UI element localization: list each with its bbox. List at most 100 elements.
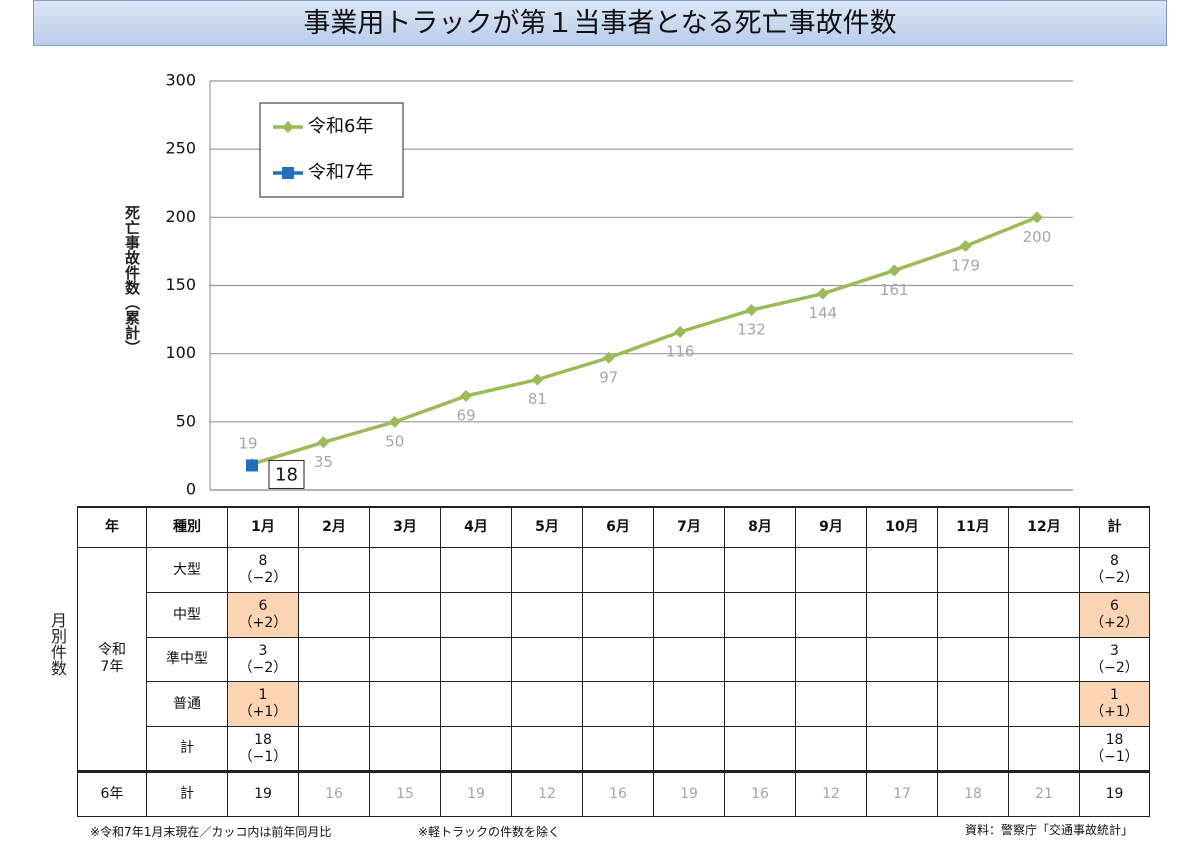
table-cell	[654, 682, 725, 727]
table-cell	[938, 682, 1009, 727]
table-cell	[370, 638, 441, 682]
table-cell	[512, 727, 583, 771]
source: 資料：警察庁「交通事故統計」	[965, 823, 1134, 837]
y-tick-label: 0	[186, 480, 196, 499]
table-cell	[867, 727, 938, 771]
table-cell	[299, 638, 370, 682]
legend-marker	[282, 167, 294, 179]
table-cell: 19	[1080, 771, 1150, 817]
table-cell: 16	[583, 771, 654, 817]
table-cell: 19	[228, 771, 299, 817]
chart: 0 50 100 150 200 250 300 19 35 50 69 81 97 116 132 144 1…	[165, 71, 1073, 499]
table-cell: 12	[796, 771, 867, 817]
table-cell: 6 （+2）	[228, 593, 299, 638]
table-cell	[512, 593, 583, 638]
row-header: 大型	[147, 548, 228, 593]
data-label: 18	[275, 464, 298, 485]
table-cell	[370, 727, 441, 771]
table-cell	[938, 638, 1009, 682]
table-cell	[725, 727, 796, 771]
table-cell	[725, 593, 796, 638]
legend-label: 令和6年	[308, 116, 373, 137]
data-label: 179	[951, 256, 980, 274]
marker	[959, 239, 972, 252]
column-header: 5月	[512, 506, 583, 548]
table-cell: 16	[725, 771, 796, 817]
column-header: 1月	[228, 506, 299, 548]
table-cell	[583, 593, 654, 638]
table-cell	[796, 548, 867, 593]
y-tick-label: 200	[165, 207, 196, 226]
row-header: 計	[147, 727, 228, 771]
column-header: 3月	[370, 506, 441, 548]
table-cell	[938, 548, 1009, 593]
column-header: 4月	[441, 506, 512, 548]
table-cell	[441, 548, 512, 593]
table-cell: 21	[1009, 771, 1080, 817]
table-cell	[512, 638, 583, 682]
table-cell	[1009, 682, 1080, 727]
table-cell	[1009, 548, 1080, 593]
table-cell: 18 （−1）	[1080, 727, 1150, 771]
column-header: 7月	[654, 506, 725, 548]
row-header: 準中型	[147, 638, 228, 682]
legend-marker	[282, 121, 294, 133]
column-header: 9月	[796, 506, 867, 548]
table-cell	[796, 593, 867, 638]
table-cell	[1009, 638, 1080, 682]
table-cell: 3 （−2）	[1080, 638, 1150, 682]
table-cell	[441, 682, 512, 727]
data-label: 161	[880, 281, 909, 299]
table-cell	[583, 548, 654, 593]
marker	[602, 351, 615, 364]
table-cell	[441, 593, 512, 638]
column-header: 6月	[583, 506, 654, 548]
data-label: 132	[737, 321, 766, 339]
row-header: 6年	[77, 771, 147, 817]
table-cell	[725, 682, 796, 727]
table-cell	[370, 593, 441, 638]
table-cell	[1009, 727, 1080, 771]
table-cell	[654, 638, 725, 682]
table-cell	[654, 548, 725, 593]
note: ※軽トラックの件数を除く	[418, 825, 561, 839]
y-tick-label: 150	[165, 275, 196, 294]
table-cell: 17	[867, 771, 938, 817]
table-cell	[512, 548, 583, 593]
table-cell: 15	[370, 771, 441, 817]
series-line	[251, 215, 1038, 466]
column-header: 12月	[1009, 506, 1080, 548]
data-label: 35	[314, 453, 333, 471]
table-cell	[370, 548, 441, 593]
table-cell: 3 （−2）	[228, 638, 299, 682]
table-cell	[796, 638, 867, 682]
table-cell	[299, 593, 370, 638]
table-cell: 16	[299, 771, 370, 817]
table-cell	[867, 548, 938, 593]
table-cell	[796, 682, 867, 727]
table-cell	[654, 727, 725, 771]
table-cell	[1009, 593, 1080, 638]
table-cell: 19	[654, 771, 725, 817]
table-cell	[654, 593, 725, 638]
column-header: 計	[1080, 506, 1150, 548]
table-cell: 18 （−1）	[228, 727, 299, 771]
table-cell	[867, 593, 938, 638]
legend-box	[259, 102, 404, 198]
table-cell	[299, 727, 370, 771]
title-banner: 事業用トラックが第１当事者となる死亡事故件数	[33, 0, 1167, 46]
marker	[388, 415, 401, 428]
note: ※令和7年1月末現在／カッコ内は前年同月比	[90, 825, 332, 839]
table-cell	[938, 593, 1009, 638]
table-cell	[583, 638, 654, 682]
data-label-box	[268, 459, 305, 489]
data-label: 69	[457, 406, 476, 424]
column-header: 8月	[725, 506, 796, 548]
table-cell: 8 （−2）	[1080, 548, 1150, 593]
marker	[317, 436, 330, 449]
table-cell	[299, 682, 370, 727]
table-cell	[725, 548, 796, 593]
data-label: 97	[599, 368, 618, 386]
table-cell	[441, 727, 512, 771]
y-tick-label: 50	[176, 411, 196, 430]
